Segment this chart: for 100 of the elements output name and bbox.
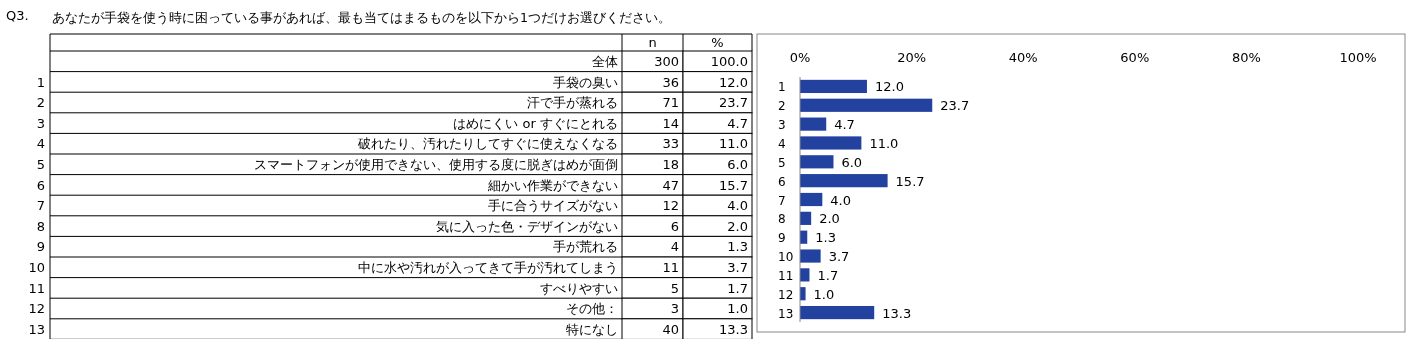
bar — [800, 155, 834, 169]
data-label: 100.0 — [710, 54, 748, 69]
y2-tick-label: 5 — [36, 157, 45, 172]
x-tick-label: 0% — [789, 50, 811, 65]
data-label: 6 — [670, 218, 679, 234]
y-tick-label: 細かい作業ができない — [487, 177, 618, 193]
y2-tick-label: 9 — [36, 239, 45, 255]
data-label: 3 — [670, 301, 679, 317]
y-tick-label: 特になし — [566, 321, 618, 337]
y-tick-label: 3 — [778, 118, 786, 133]
data-label: 40 — [662, 321, 679, 337]
data-label: 2.0 — [727, 218, 748, 234]
data-label: 3.7 — [727, 260, 748, 275]
bar — [800, 305, 875, 320]
data-label: 23.7 — [940, 98, 970, 114]
y2-tick-label: 11 — [28, 280, 45, 296]
data-label: 4.7 — [727, 115, 748, 131]
x-tick-label: 80% — [1231, 50, 1261, 65]
bar — [800, 79, 867, 94]
y2-tick-label: 6 — [36, 177, 45, 193]
y-tick-label: 2 — [778, 99, 786, 114]
y2-tick-label: 13 — [28, 321, 45, 337]
data-label: 36 — [662, 74, 679, 90]
data-label: 300 — [654, 54, 679, 69]
data-label: 1.0 — [727, 301, 748, 317]
y-tick-label: 中に水や汚れが入ってきて手が汚れてしまう — [358, 260, 618, 275]
data-label: 13.3 — [719, 321, 748, 337]
data-label: 71 — [662, 95, 679, 111]
y-tick-label: 全体 — [592, 54, 618, 69]
y-tick-label: 手に合うサイズがない — [488, 198, 618, 214]
y-tick-label: 13 — [778, 306, 794, 321]
bar — [800, 174, 888, 188]
y-tick-label: はめにくい or すぐにとれる — [453, 115, 618, 131]
data-label: 4 — [670, 239, 679, 255]
data-label: 3.7 — [828, 249, 850, 265]
y-tick-label: 気に入った色・デザインがない — [436, 218, 618, 234]
y-tick-label: 手が荒れる — [553, 239, 618, 255]
text: あなたが手袋を使う時に困っている事があれば、最も当てはまるものを以下から1つだけお選びください。 — [52, 10, 671, 25]
data-label: 4.0 — [830, 192, 852, 208]
data-label: 1.7 — [727, 280, 748, 296]
data-label: 13.3 — [882, 305, 912, 321]
data-label: 1.3 — [727, 239, 748, 255]
y-tick-label: 破れたり、汚れたりしてすぐに使えなくなる — [357, 136, 618, 152]
y-tick-label: 1 — [778, 80, 786, 95]
x-tick-label: 20% — [897, 50, 927, 65]
bar — [800, 136, 862, 150]
y-tick-label: 4 — [778, 136, 786, 151]
data-label: 6.0 — [727, 157, 748, 172]
y-tick-label: 汗で手が蒸れる — [527, 95, 618, 111]
text: Q3. — [6, 8, 29, 23]
y2-tick-label: 12 — [28, 301, 45, 317]
data-label: 12.0 — [874, 79, 904, 95]
data-label: 1.0 — [813, 286, 835, 302]
data-label: 12.0 — [719, 74, 748, 90]
y2-tick-label: 7 — [36, 198, 45, 214]
data-label: 18 — [662, 157, 679, 172]
y-tick-label: 7 — [778, 193, 786, 208]
y2-tick-label: 8 — [36, 218, 45, 234]
data-label: 23.7 — [719, 95, 748, 111]
x-tick-label: 100% — [1339, 50, 1377, 65]
y-tick-label: スマートフォンが使用できない、使用する度に脱ぎはめが面倒 — [254, 157, 618, 172]
data-label: 12 — [662, 198, 679, 214]
data-label: 1.7 — [817, 267, 839, 283]
y2-tick-label: 3 — [36, 115, 45, 131]
y-tick-label: 6 — [778, 174, 786, 189]
x-tick-label: % — [711, 35, 724, 50]
y-tick-label: 9 — [778, 231, 786, 246]
bar — [800, 98, 933, 112]
data-label: 4.0 — [727, 198, 748, 214]
data-label: 14 — [662, 115, 679, 131]
bar — [800, 192, 823, 207]
y-tick-label: 12 — [778, 287, 794, 302]
y-tick-label: すべりやすい — [540, 280, 618, 296]
y2-tick-label: 10 — [28, 260, 45, 275]
data-label: 11 — [662, 260, 679, 275]
x-tick-label: 60% — [1120, 50, 1150, 65]
bar — [800, 117, 827, 131]
x-tick-label: n — [648, 35, 657, 50]
data-label: 15.7 — [895, 173, 925, 189]
y2-tick-label: 1 — [36, 74, 45, 90]
y2-tick-label: 4 — [36, 136, 45, 152]
data-label: 15.7 — [719, 177, 748, 193]
data-label: 5 — [670, 280, 679, 296]
y-tick-label: 8 — [778, 212, 786, 227]
data-label: 47 — [662, 177, 679, 193]
y-tick-label: 11 — [778, 268, 794, 283]
data-label: 11.0 — [719, 136, 748, 152]
data-label: 4.7 — [834, 117, 855, 133]
y-tick-label: 5 — [778, 155, 786, 170]
data-label: 1.3 — [815, 230, 836, 246]
data-label: 33 — [662, 136, 679, 152]
bar — [800, 249, 821, 263]
data-label: 11.0 — [869, 135, 899, 151]
data-label: 6.0 — [841, 154, 863, 170]
y-tick-label: その他： — [566, 301, 618, 317]
y2-tick-label: 2 — [36, 95, 45, 111]
x-tick-label: 40% — [1008, 50, 1038, 65]
y-tick-label: 10 — [778, 250, 794, 265]
y-tick-label: 手袋の臭い — [553, 74, 618, 90]
data-label: 2.0 — [819, 211, 840, 227]
